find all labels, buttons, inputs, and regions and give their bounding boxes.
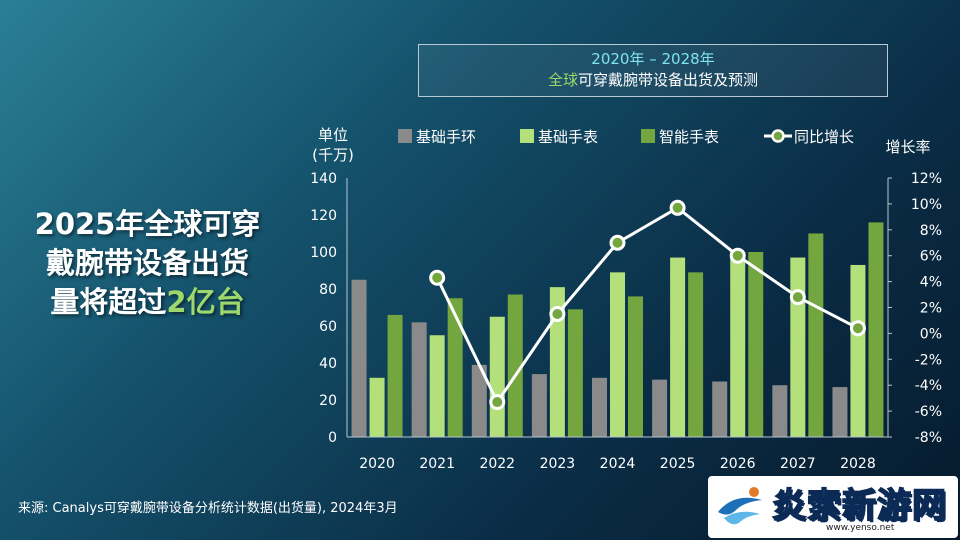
- chart-title-box: 2020年 – 2028年 全球可穿戴腕带设备出货及预测: [418, 44, 888, 97]
- y2-tick-label: -2%: [915, 352, 942, 368]
- basic-band-bar: [351, 279, 367, 437]
- y-tick-label: 120: [310, 208, 337, 224]
- smart-watch-bar: [447, 298, 463, 437]
- y2-tick-label: 6%: [920, 249, 942, 265]
- yoy-point: [489, 394, 506, 411]
- headline-line-3: 量将超过2亿台: [10, 283, 285, 322]
- headline: 2025年全球可穿 戴腕带设备出货 量将超过2亿台: [10, 205, 285, 322]
- x-tick-label: 2021: [419, 456, 455, 472]
- y-axis-label-line-2: (千万): [312, 146, 354, 164]
- y2-tick-label: 10%: [911, 197, 942, 213]
- smart-watch-bar: [808, 233, 824, 437]
- headline-line-3-prefix: 量将超过: [50, 285, 167, 319]
- smart-watch-bar: [387, 314, 403, 437]
- y2-axis-ticks: 12% 10% 8% 6% 4% 2% 0% -2% -4% -6% -8%: [888, 171, 942, 446]
- y-tick-label: 40: [319, 356, 337, 372]
- basic-watch-bar: [610, 272, 625, 437]
- legend-marker-yoy: [771, 129, 785, 143]
- basic-watch-bar: [549, 287, 565, 437]
- y-tick-label: 60: [319, 319, 337, 335]
- y-tick-label: 20: [319, 393, 337, 409]
- yoy-point: [729, 247, 746, 264]
- watermark-text: 炎索新游网: [771, 485, 947, 527]
- legend-label-basic-band: 基础手环: [416, 128, 476, 146]
- x-tick-label: 2027: [780, 456, 816, 472]
- basic-band-bar: [592, 377, 607, 437]
- watermark-logo-icon: [718, 487, 762, 525]
- y2-tick-label: 4%: [920, 275, 942, 291]
- smart-watch-bar: [868, 222, 884, 437]
- basic-band-bar: [471, 364, 487, 437]
- yoy-polyline: [435, 205, 859, 406]
- yoy-point: [849, 320, 866, 337]
- chart-title-rest: 可穿戴腕带设备出货及预测: [578, 71, 759, 89]
- y2-tick-label: 12%: [911, 171, 942, 187]
- legend: 基础手环 基础手表 智能手表 同比增长: [398, 128, 854, 146]
- x-tick-label: 2026: [720, 456, 756, 472]
- basic-watch-bar: [790, 257, 806, 437]
- basic-watch-bar: [670, 257, 686, 437]
- headline-line-1: 2025年全球可穿: [34, 207, 261, 241]
- yoy-point: [789, 289, 806, 306]
- basic-watch-bar: [489, 316, 505, 437]
- yoy-point: [669, 199, 686, 216]
- legend-label-yoy: 同比增长: [794, 128, 854, 146]
- x-tick-label: 2020: [359, 456, 395, 472]
- headline-highlight: 2亿台: [166, 285, 245, 319]
- headline-line-2: 戴腕带设备出货: [45, 246, 249, 280]
- x-axis-ticks: 2020 2021 2022 2023 2024 2025 2026 2027 2028: [359, 456, 876, 472]
- y-axis-ticks: 140 120 100 80 60 40 20 0: [310, 171, 337, 446]
- smart-watch-bar: [507, 294, 523, 437]
- basic-watch-bar: [369, 377, 385, 437]
- y2-axis-label: 增长率: [885, 138, 930, 156]
- x-tick-label: 2023: [540, 456, 576, 472]
- y2-tick-label: 0%: [920, 326, 942, 342]
- x-tick-label: 2022: [479, 456, 515, 472]
- bars: [351, 222, 884, 437]
- legend-swatch-smart-watch: [641, 129, 655, 143]
- legend-label-smart-watch: 智能手表: [659, 128, 719, 146]
- basic-band-bar: [832, 387, 848, 437]
- yoy-point: [429, 269, 446, 286]
- chart-title-highlight: 全球: [547, 71, 578, 89]
- legend-swatch-basic-band: [398, 129, 412, 143]
- y2-tick-label: 8%: [920, 223, 942, 239]
- basic-band-bar: [712, 381, 728, 437]
- y2-tick-label: 2%: [920, 301, 942, 317]
- chart-title-main: 全球可穿戴腕带设备出货及预测: [419, 70, 887, 91]
- basic-band-bar: [531, 374, 547, 437]
- basic-watch-bar: [429, 335, 445, 437]
- smart-watch-bar: [567, 309, 583, 437]
- smart-watch-bar: [628, 296, 643, 437]
- basic-band-bar: [772, 385, 788, 437]
- y-tick-label: 100: [310, 245, 337, 261]
- y2-tick-label: -8%: [915, 430, 942, 446]
- basic-watch-bar: [850, 264, 866, 437]
- y-tick-label: 0: [328, 430, 337, 446]
- yoy-point: [549, 305, 566, 322]
- yoy-point: [609, 234, 626, 251]
- y2-tick-label: -4%: [915, 378, 942, 394]
- yoy-line: [429, 199, 866, 411]
- legend-label-basic-watch: 基础手表: [538, 128, 598, 146]
- watermark: 炎索新游网 www.yenso.net: [708, 476, 958, 538]
- y2-tick-label: -6%: [915, 404, 942, 420]
- basic-band-bar: [411, 322, 427, 437]
- watermark-url: www.yenso.net: [826, 523, 895, 533]
- basic-watch-bar: [730, 252, 746, 437]
- legend-swatch-basic-watch: [520, 129, 534, 143]
- y-tick-label: 140: [310, 171, 337, 187]
- y-tick-label: 80: [319, 282, 337, 298]
- y-axis-label-line-1: 单位: [318, 126, 348, 144]
- chart-title-years: 2020年 – 2028年: [591, 50, 715, 68]
- basic-band-bar: [652, 379, 668, 437]
- smart-watch-bar: [688, 272, 704, 437]
- source-note: 来源: Canalys可穿戴腕带设备分析统计数据(出货量), 2024年3月: [18, 501, 398, 516]
- x-tick-label: 2028: [840, 456, 876, 472]
- x-tick-label: 2024: [600, 456, 636, 472]
- smart-watch-bar: [748, 252, 764, 437]
- x-tick-label: 2025: [660, 456, 696, 472]
